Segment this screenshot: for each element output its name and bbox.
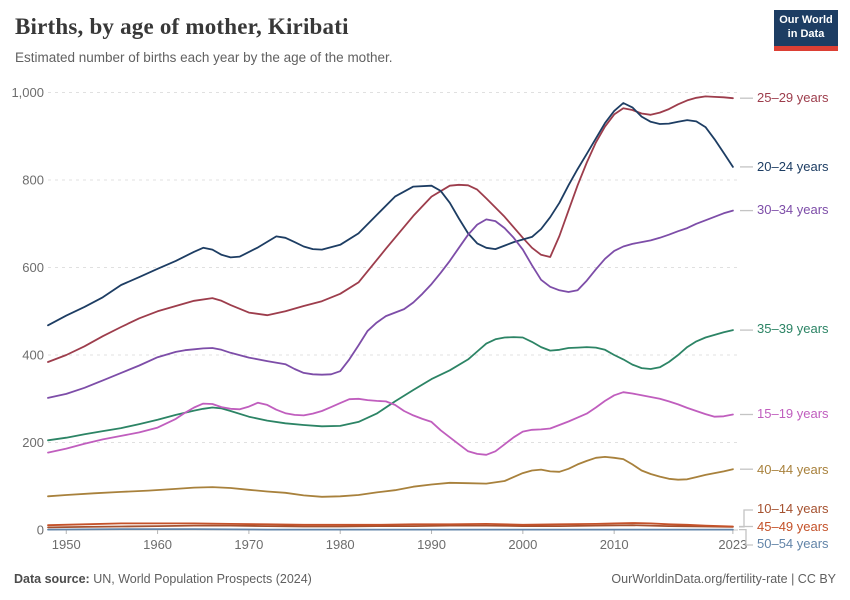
series-line-20-24[interactable] bbox=[47, 102, 734, 327]
x-tick-label: 2000 bbox=[508, 537, 537, 552]
page-title: Births, by age of mother, Kiribati bbox=[15, 14, 349, 39]
legend-connector-50-54 bbox=[739, 528, 753, 546]
legend-label-50-54[interactable]: 50–54 years bbox=[757, 536, 829, 551]
page-subtitle: Estimated number of births each year by … bbox=[15, 50, 393, 65]
y-tick-label: 200 bbox=[22, 435, 44, 450]
owid-logo[interactable]: Our World in Data bbox=[774, 10, 838, 51]
legend-label-20-24[interactable]: 20–24 years bbox=[757, 159, 829, 174]
legend-label-10-14[interactable]: 10–14 years bbox=[757, 501, 829, 516]
logo-text-line2: in Data bbox=[787, 28, 825, 40]
series-line-45-49[interactable] bbox=[47, 522, 734, 528]
x-tick-label: 1980 bbox=[326, 537, 355, 552]
x-tick-label: 1960 bbox=[143, 537, 172, 552]
series-line-30-34[interactable] bbox=[47, 209, 734, 399]
y-tick-label: 1,000 bbox=[11, 85, 44, 100]
legend-label-35-39[interactable]: 35–39 years bbox=[757, 321, 829, 336]
series-line-15-19[interactable] bbox=[47, 391, 734, 456]
series-line-35-39[interactable] bbox=[47, 329, 734, 442]
legend-label-30-34[interactable]: 30–34 years bbox=[757, 202, 829, 217]
legend-connector-10-14 bbox=[739, 509, 753, 528]
y-tick-label: 800 bbox=[22, 173, 44, 188]
footer-data-source: Data source: UN, World Population Prospe… bbox=[14, 572, 312, 586]
logo-text-line1: Our World bbox=[779, 14, 833, 27]
legend-label-45-49[interactable]: 45–49 years bbox=[757, 519, 829, 534]
x-tick-label: 2010 bbox=[600, 537, 629, 552]
footer-attribution[interactable]: OurWorldinData.org/fertility-rate | CC B… bbox=[611, 572, 836, 586]
x-tick-label: 1950 bbox=[52, 537, 81, 552]
legend-label-40-44[interactable]: 40–44 years bbox=[757, 462, 829, 477]
chart-footer: Data source: UN, World Population Prospe… bbox=[0, 572, 850, 586]
y-tick-label: 600 bbox=[22, 260, 44, 275]
footer-data-source-label: Data source: bbox=[14, 572, 90, 586]
footer-data-source-text: UN, World Population Prospects (2024) bbox=[93, 572, 312, 586]
series-line-40-44[interactable] bbox=[47, 455, 734, 498]
x-tick-label: 2023 bbox=[718, 537, 747, 552]
y-tick-label: 0 bbox=[37, 523, 44, 538]
x-tick-label: 1990 bbox=[417, 537, 446, 552]
series-line-25-29[interactable] bbox=[47, 95, 734, 363]
series-line-10-14[interactable] bbox=[47, 524, 734, 529]
series-line-50-54[interactable] bbox=[47, 528, 734, 531]
legend-label-25-29[interactable]: 25–29 years bbox=[757, 90, 829, 105]
x-tick-label: 1970 bbox=[234, 537, 263, 552]
y-tick-label: 400 bbox=[22, 348, 44, 363]
legend-label-15-19[interactable]: 15–19 years bbox=[757, 406, 829, 421]
